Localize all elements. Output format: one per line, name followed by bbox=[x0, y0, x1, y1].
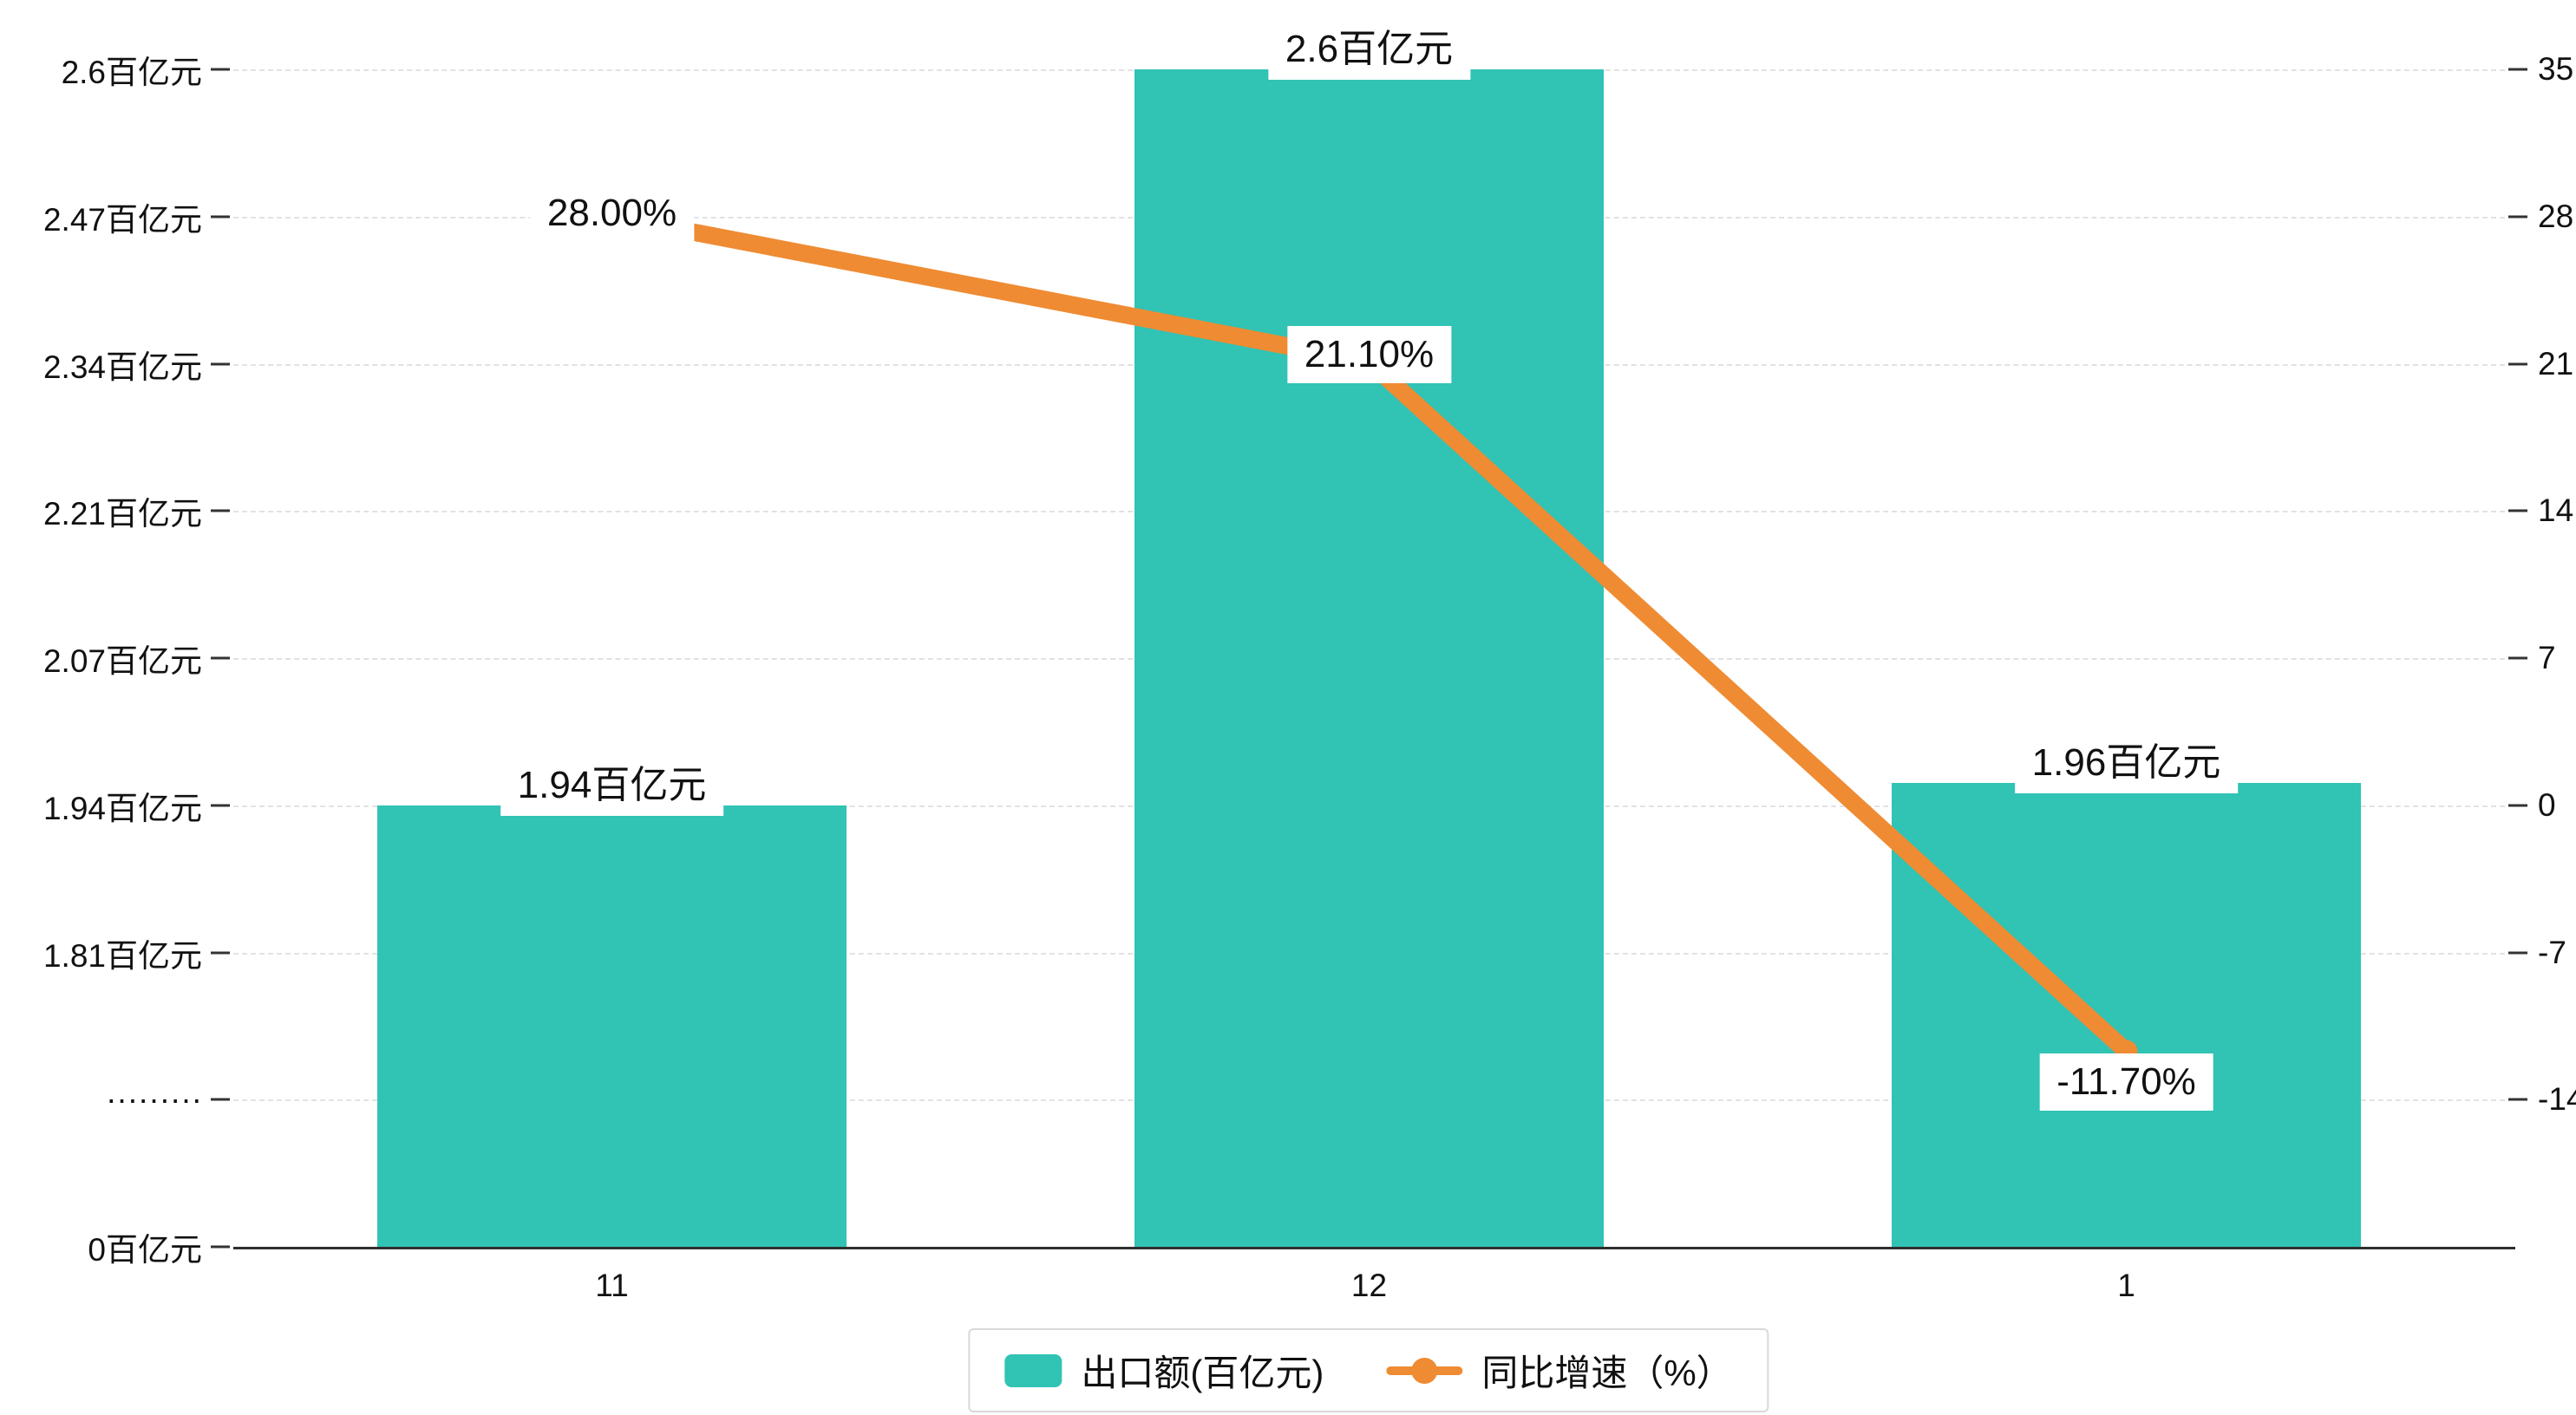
line-value-label: 28.00% bbox=[529, 184, 695, 242]
right-axis-tick-mark bbox=[2508, 215, 2527, 218]
left-axis-tick-label: 2.47百亿元 bbox=[42, 201, 202, 238]
x-axis-label-1: 1 bbox=[2117, 1268, 2135, 1303]
left-axis-tick-label: 1.81百亿元 bbox=[42, 937, 202, 974]
legend-label-export: 出口额(百亿元) bbox=[1081, 1353, 1324, 1393]
legend-line-dot bbox=[1411, 1357, 1438, 1384]
left-axis-tick-mark bbox=[211, 1245, 230, 1249]
left-axis-tick-mark bbox=[211, 656, 230, 660]
right-axis-tick-label: 35 bbox=[2538, 51, 2574, 87]
left-axis-tick-mark bbox=[211, 804, 230, 807]
legend-item-export[interactable]: 出口额(百亿元) bbox=[1004, 1344, 1324, 1397]
bar-11[interactable] bbox=[377, 805, 847, 1247]
line-value-label: 21.10% bbox=[1286, 326, 1452, 384]
right-axis-tick-label: -14 bbox=[2538, 1081, 2576, 1118]
left-axis-tick-mark bbox=[211, 1098, 230, 1101]
right-axis-tick-label: -7 bbox=[2538, 934, 2566, 970]
legend: 出口额(百亿元) 同比增速（%） bbox=[968, 1328, 1769, 1412]
right-axis-tick-mark bbox=[2508, 656, 2527, 660]
left-axis-tick-mark bbox=[211, 362, 230, 365]
left-axis-tick-label: 0百亿元 bbox=[88, 1232, 202, 1268]
bar-value-label: 1.96百亿元 bbox=[2014, 723, 2239, 793]
right-axis-tick-label: 28 bbox=[2538, 198, 2574, 234]
right-axis-tick-mark bbox=[2508, 951, 2527, 954]
legend-bar-swatch bbox=[1004, 1353, 1062, 1387]
bar-value-label: 2.6百亿元 bbox=[1267, 10, 1471, 80]
right-axis-tick-mark bbox=[2508, 509, 2527, 512]
right-axis-tick-mark bbox=[2508, 362, 2527, 365]
line-value-label: -11.70% bbox=[2039, 1053, 2213, 1112]
right-axis-tick-label: 21 bbox=[2538, 345, 2574, 381]
bar-1[interactable] bbox=[1892, 782, 2361, 1247]
left-axis-tick-mark bbox=[211, 509, 230, 512]
left-axis-tick-label: ········· bbox=[106, 1081, 202, 1118]
left-axis-tick-label: 2.21百亿元 bbox=[42, 496, 202, 532]
left-axis-tick-mark bbox=[211, 68, 230, 71]
x-axis-line bbox=[233, 1247, 2515, 1249]
bar-12[interactable] bbox=[1134, 69, 1604, 1247]
x-axis-label-11: 11 bbox=[595, 1268, 629, 1303]
right-axis-tick-mark bbox=[2508, 1098, 2527, 1101]
left-axis-tick-label: 2.6百亿元 bbox=[61, 55, 202, 90]
x-axis-label-12: 12 bbox=[1350, 1268, 1388, 1303]
left-axis-tick-mark bbox=[211, 215, 230, 218]
left-axis-tick-label: 2.07百亿元 bbox=[42, 643, 202, 679]
left-axis-tick-label: 1.94百亿元 bbox=[42, 790, 202, 826]
right-axis-tick-label: 7 bbox=[2538, 640, 2556, 675]
right-axis-tick-label: 14 bbox=[2538, 492, 2574, 529]
legend-item-growth[interactable]: 同比增速（%） bbox=[1386, 1344, 1733, 1397]
left-axis-tick-mark bbox=[211, 951, 230, 954]
right-axis-tick-mark bbox=[2508, 68, 2527, 71]
right-axis-tick-label: 0 bbox=[2538, 786, 2556, 823]
right-axis-tick-mark bbox=[2508, 804, 2527, 807]
legend-label-growth: 同比增速（%） bbox=[1481, 1353, 1733, 1393]
bar-value-label: 1.94百亿元 bbox=[500, 746, 724, 816]
legend-line-swatch bbox=[1386, 1357, 1463, 1384]
left-axis-tick-label: 2.34百亿元 bbox=[42, 349, 202, 385]
